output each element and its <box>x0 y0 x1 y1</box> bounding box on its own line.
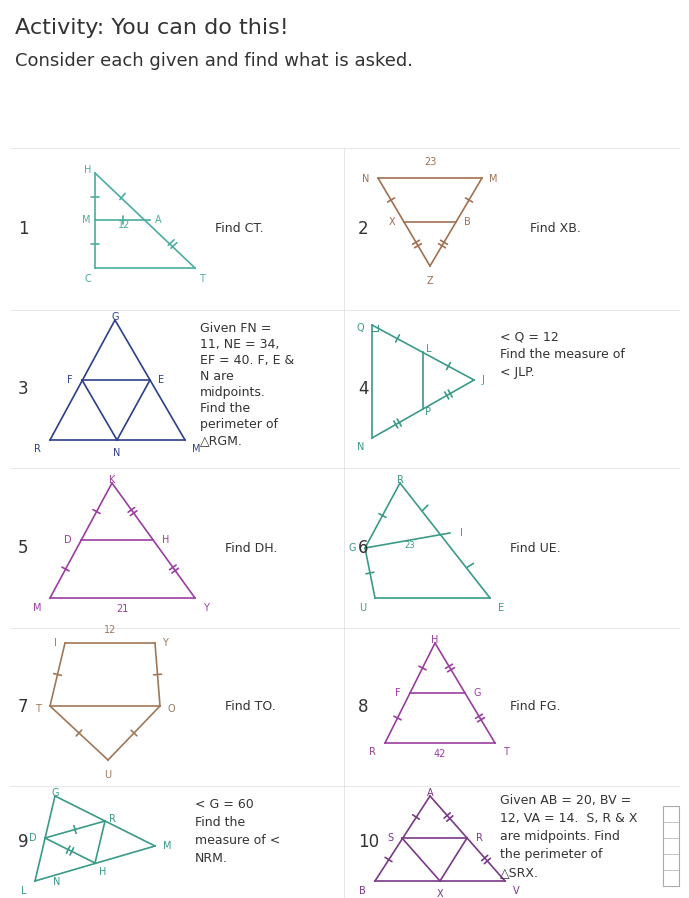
Text: T: T <box>503 747 509 757</box>
Text: H: H <box>431 635 439 645</box>
Text: H: H <box>99 867 106 877</box>
Text: Find FG.: Find FG. <box>510 700 560 714</box>
Text: △RGM.: △RGM. <box>200 434 243 447</box>
Text: T: T <box>199 274 205 284</box>
Text: 6: 6 <box>358 539 369 557</box>
Text: R: R <box>34 444 41 454</box>
Text: C: C <box>85 274 92 284</box>
Text: N: N <box>52 877 60 887</box>
Text: G: G <box>349 543 356 553</box>
Text: Find the: Find the <box>200 402 250 415</box>
Text: E: E <box>498 603 504 613</box>
Text: 10: 10 <box>358 833 379 851</box>
Text: Find XB.: Find XB. <box>530 223 581 235</box>
Text: T: T <box>35 704 41 714</box>
Text: Find the measure of: Find the measure of <box>500 348 625 361</box>
Text: 12: 12 <box>104 625 116 635</box>
Text: V: V <box>513 886 520 896</box>
Text: Q: Q <box>356 323 364 333</box>
Text: 23: 23 <box>424 157 436 167</box>
Text: N: N <box>357 442 364 452</box>
Text: B: B <box>359 886 366 896</box>
Text: D: D <box>30 833 37 843</box>
Text: Consider each given and find what is asked.: Consider each given and find what is ask… <box>15 52 413 70</box>
Text: M: M <box>489 174 497 184</box>
Text: Y: Y <box>203 603 209 613</box>
Text: L: L <box>21 886 27 896</box>
Text: R: R <box>476 833 483 843</box>
Text: S: S <box>387 833 393 843</box>
Text: M: M <box>82 215 90 225</box>
Text: K: K <box>109 475 115 485</box>
Text: Given FN =: Given FN = <box>200 322 271 335</box>
Bar <box>663 806 679 886</box>
Text: Z: Z <box>426 276 433 286</box>
Text: < Q = 12: < Q = 12 <box>500 330 559 343</box>
Text: N: N <box>362 174 369 184</box>
Text: < G = 60: < G = 60 <box>195 798 254 811</box>
Text: G: G <box>111 312 119 322</box>
Text: U: U <box>359 603 366 613</box>
Text: 21: 21 <box>116 604 129 614</box>
Text: 8: 8 <box>358 698 369 716</box>
Text: 1: 1 <box>18 220 29 238</box>
Text: Given AB = 20, BV =: Given AB = 20, BV = <box>500 794 631 807</box>
Text: N: N <box>113 448 121 458</box>
Text: < JLP.: < JLP. <box>500 366 535 379</box>
Text: Find TO.: Find TO. <box>225 700 276 714</box>
Text: E: E <box>158 375 164 385</box>
Text: B: B <box>464 217 471 227</box>
Text: measure of <: measure of < <box>195 834 280 847</box>
Text: H: H <box>84 165 92 175</box>
Text: 5: 5 <box>18 539 28 557</box>
Text: Activity: You can do this!: Activity: You can do this! <box>15 18 289 38</box>
Text: 42: 42 <box>434 749 446 759</box>
Text: R: R <box>397 475 404 485</box>
Text: U: U <box>105 770 112 780</box>
Text: X: X <box>437 889 443 898</box>
Text: O: O <box>167 704 174 714</box>
Text: 3: 3 <box>18 380 29 398</box>
Text: Find CT.: Find CT. <box>215 223 264 235</box>
Text: N are: N are <box>200 370 234 383</box>
Text: 12, VA = 14.  S, R & X: 12, VA = 14. S, R & X <box>500 812 637 825</box>
Text: L: L <box>426 344 431 354</box>
Text: 11, NE = 34,: 11, NE = 34, <box>200 338 279 351</box>
Text: perimeter of: perimeter of <box>200 418 278 431</box>
Text: F: F <box>395 688 401 698</box>
Text: R: R <box>109 814 116 824</box>
Text: 4: 4 <box>358 380 369 398</box>
Text: M: M <box>192 444 200 454</box>
Text: Y: Y <box>162 638 168 648</box>
Text: 23: 23 <box>404 541 415 550</box>
Text: NRM.: NRM. <box>195 852 228 865</box>
Text: J: J <box>481 375 484 385</box>
Text: H: H <box>162 535 169 545</box>
Text: X: X <box>389 217 395 227</box>
Text: I: I <box>460 528 463 538</box>
Text: 9: 9 <box>18 833 28 851</box>
Text: 7: 7 <box>18 698 28 716</box>
Text: EF = 40. F, E &: EF = 40. F, E & <box>200 354 294 367</box>
Text: Find DH.: Find DH. <box>225 541 278 554</box>
Text: M: M <box>163 841 172 851</box>
Text: G: G <box>474 688 482 698</box>
Text: M: M <box>32 603 41 613</box>
Text: 12: 12 <box>119 220 131 230</box>
Text: Find UE.: Find UE. <box>510 541 561 554</box>
Text: I: I <box>54 638 57 648</box>
Text: F: F <box>68 375 73 385</box>
Text: P: P <box>425 407 431 417</box>
Text: A: A <box>155 215 161 225</box>
Text: are midpoints. Find: are midpoints. Find <box>500 830 620 843</box>
Text: 2: 2 <box>358 220 369 238</box>
Text: △SRX.: △SRX. <box>500 866 539 879</box>
Text: D: D <box>64 535 72 545</box>
Text: G: G <box>51 788 59 798</box>
Text: A: A <box>426 788 433 798</box>
Text: the perimeter of: the perimeter of <box>500 848 602 861</box>
Text: R: R <box>369 747 376 757</box>
Text: Find the: Find the <box>195 816 245 829</box>
Text: midpoints.: midpoints. <box>200 386 266 399</box>
